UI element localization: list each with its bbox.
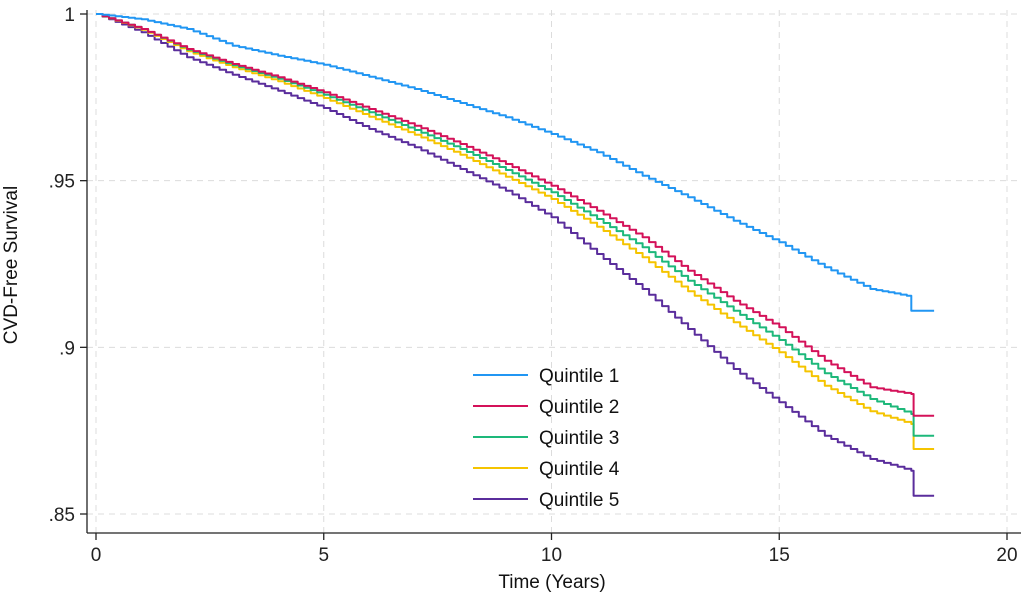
x-tick-label-2: 10 xyxy=(541,545,562,566)
y-axis-title: CVD-Free Survival xyxy=(1,186,22,344)
x-tick-label-1: 5 xyxy=(318,545,329,566)
y-tick-label-1: .95 xyxy=(49,172,75,193)
legend-label-5: Quintile 5 xyxy=(539,490,619,511)
x-tick-label-3: 15 xyxy=(769,545,790,566)
legend-label-2: Quintile 2 xyxy=(539,397,619,418)
axes: 1 .95 .9 .85 0 5 10 15 20 xyxy=(49,5,1021,566)
x-axis-title: Time (Years) xyxy=(498,572,605,593)
legend: Quintile 1 Quintile 2 Quintile 3 Quintile 4… xyxy=(473,366,620,511)
series-lines xyxy=(96,13,935,497)
legend-label-4: Quintile 4 xyxy=(539,459,620,480)
x-tick-label-0: 0 xyxy=(91,545,102,566)
grid-lines xyxy=(87,10,1021,533)
y-tick-label-2: .9 xyxy=(59,338,75,359)
series-line-quintile-5 xyxy=(96,13,935,497)
legend-label-3: Quintile 3 xyxy=(539,428,619,449)
y-tick-label-0: 1 xyxy=(64,5,75,26)
series-line-quintile-1 xyxy=(96,13,935,312)
x-tick-label-4: 20 xyxy=(996,545,1017,566)
series-line-quintile-4 xyxy=(96,13,935,450)
y-tick-label-3: .85 xyxy=(49,505,75,526)
series-line-quintile-2 xyxy=(96,13,935,417)
legend-label-1: Quintile 1 xyxy=(539,366,619,387)
series-line-quintile-3 xyxy=(96,13,935,437)
